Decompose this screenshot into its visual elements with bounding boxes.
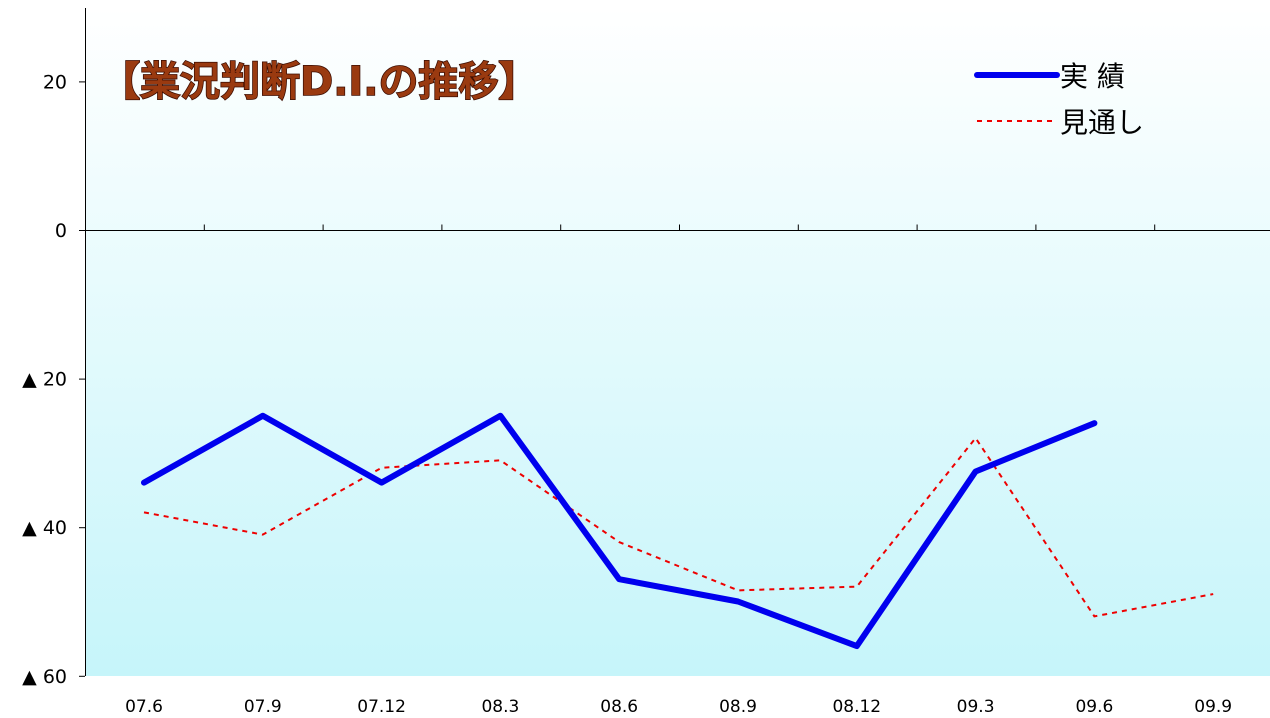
y-tick-label: ▲ 60 xyxy=(22,666,67,688)
series-line-forecast xyxy=(143,436,1214,618)
legend: 実 績 見通し xyxy=(974,60,1144,139)
x-tick-label: 09.9 xyxy=(1194,697,1232,714)
series-layer xyxy=(141,412,1214,650)
y-axis-ticks: 20 0 ▲ 20 ▲ 40 ▲ 60 xyxy=(22,71,85,688)
series-line-actual xyxy=(141,412,1098,650)
y-tick-label: ▲ 20 xyxy=(22,369,67,391)
x-tick-label: 08.6 xyxy=(600,697,638,714)
x-axis-labels: 07.6 07.9 07.12 08.3 08.6 08.9 08.12 09.3 09.6 09… xyxy=(125,697,1232,717)
x-tick-label: 09.3 xyxy=(957,697,995,714)
x-axis-ticks xyxy=(203,224,1156,231)
x-tick-label: 08.3 xyxy=(481,697,519,714)
x-tick-label: 08.9 xyxy=(719,697,757,714)
legend-label-actual: 実 績 xyxy=(1060,60,1125,93)
plot-area-background xyxy=(85,8,1270,676)
chart-title: 【業況判断D.I.の推移】 xyxy=(100,59,538,105)
y-tick-label: 0 xyxy=(55,220,67,242)
x-tick-label: 07.12 xyxy=(357,697,406,714)
x-tick-label: 07.9 xyxy=(244,697,282,714)
y-tick-label: ▲ 40 xyxy=(22,517,67,539)
y-tick-label: 20 xyxy=(43,71,67,93)
x-tick-label: 08.12 xyxy=(832,697,881,714)
legend-label-forecast: 見通し xyxy=(1060,106,1144,139)
x-tick-label: 09.6 xyxy=(1075,697,1113,714)
x-tick-label: 07.6 xyxy=(125,697,163,714)
